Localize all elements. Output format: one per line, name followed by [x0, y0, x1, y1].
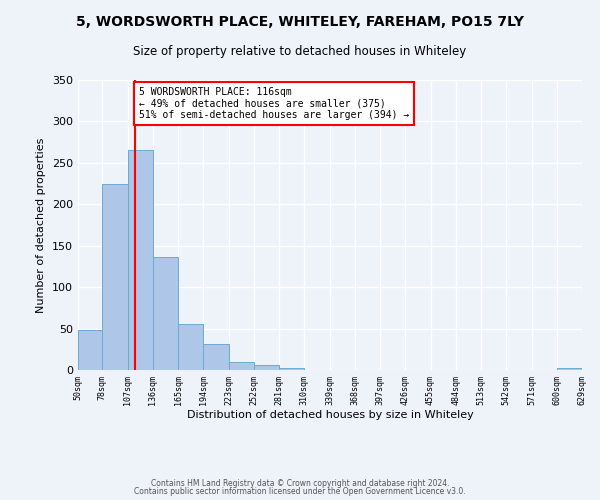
Bar: [229, 362, 254, 370]
X-axis label: Distribution of detached houses by size in Whiteley: Distribution of detached houses by size …: [187, 410, 473, 420]
Text: Contains public sector information licensed under the Open Government Licence v3: Contains public sector information licen…: [134, 487, 466, 496]
Text: 5 WORDSWORTH PLACE: 116sqm
← 49% of detached houses are smaller (375)
51% of sem: 5 WORDSWORTH PLACE: 116sqm ← 49% of deta…: [139, 86, 409, 120]
Bar: [203, 344, 229, 370]
Bar: [128, 150, 153, 370]
Bar: [557, 368, 582, 370]
Y-axis label: Number of detached properties: Number of detached properties: [37, 138, 46, 312]
Text: Contains HM Land Registry data © Crown copyright and database right 2024.: Contains HM Land Registry data © Crown c…: [151, 478, 449, 488]
Bar: [254, 365, 279, 370]
Bar: [103, 184, 128, 370]
Bar: [78, 330, 103, 370]
Text: Size of property relative to detached houses in Whiteley: Size of property relative to detached ho…: [133, 45, 467, 58]
Bar: [279, 368, 304, 370]
Text: 5, WORDSWORTH PLACE, WHITELEY, FAREHAM, PO15 7LY: 5, WORDSWORTH PLACE, WHITELEY, FAREHAM, …: [76, 15, 524, 29]
Bar: [178, 324, 203, 370]
Bar: [153, 258, 178, 370]
